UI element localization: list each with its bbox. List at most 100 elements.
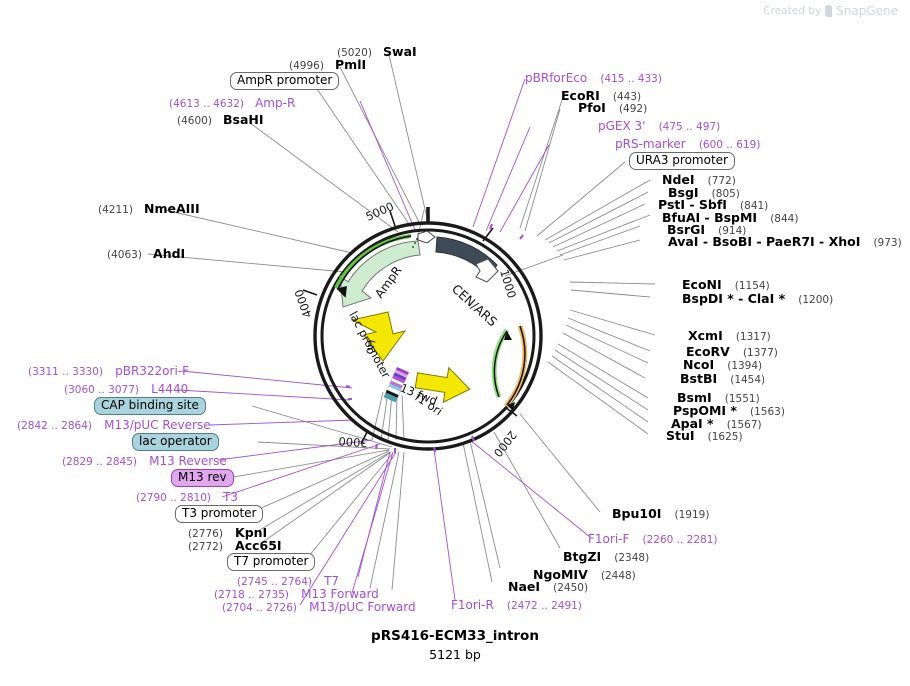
label-psti-sbfi-name: PstI - SbfI bbox=[658, 197, 727, 212]
label-ecori-name: EcoRI bbox=[561, 88, 600, 103]
label-econi[interactable]: EcoNI (1154) bbox=[682, 276, 770, 292]
label-pbrforeco[interactable]: pBRforEco (415 .. 433) bbox=[525, 69, 662, 85]
label-pfoi[interactable]: PfoI (492) bbox=[578, 99, 647, 115]
label-bspdi-clai[interactable]: BspDI * - ClaI * (1200) bbox=[682, 290, 833, 306]
label-bpu10i-position: (1919) bbox=[674, 509, 710, 521]
label-avai-bsobi-paer7i-xhoi[interactable]: AvaI - BsoBI - PaeR7I - XhoI (973) bbox=[668, 233, 902, 249]
label-l4440-position: (3060 .. 3077) bbox=[64, 384, 139, 396]
label-f1ori-f[interactable]: F1ori-F (2260 .. 2281) bbox=[588, 530, 717, 546]
label-bsmi[interactable]: BsmI (1551) bbox=[677, 389, 760, 405]
label-t7[interactable]: (2745 .. 2764) T7 bbox=[237, 572, 339, 588]
label-ampr-promoter-box[interactable]: AmpR promoter bbox=[230, 72, 340, 90]
label-swai[interactable]: (5020) SwaI bbox=[337, 43, 417, 59]
label-prs-marker[interactable]: pRS-marker (600 .. 619) bbox=[615, 135, 760, 151]
label-pbr322ori-f-position: (3311 .. 3330) bbox=[28, 366, 103, 378]
label-econi-name: EcoNI bbox=[682, 277, 722, 292]
label-bsahi[interactable]: (4600) BsaHI bbox=[177, 111, 264, 127]
label-bpu10i[interactable]: Bpu10I (1919) bbox=[612, 505, 709, 521]
label-m13-puc-reverse[interactable]: (2842 .. 2864) M13/pUC Reverse bbox=[17, 416, 211, 432]
label-nmeaiii-position: (4211) bbox=[98, 204, 133, 216]
label-bsgi-name: BsgI bbox=[668, 185, 699, 200]
label-ncoi-position: (1394) bbox=[727, 360, 763, 372]
label-kpni-name: KpnI bbox=[235, 525, 268, 540]
label-t3-promoter-box[interactable]: T3 promoter bbox=[175, 505, 264, 523]
label-ecori-position: (443) bbox=[612, 91, 642, 103]
label-apai[interactable]: ApaI * (1567) bbox=[671, 415, 762, 431]
ruler-tick-3000: 3000 bbox=[338, 434, 368, 450]
label-lac-operator-box[interactable]: lac operator bbox=[132, 433, 219, 451]
label-ncoi-name: NcoI bbox=[683, 357, 715, 372]
label-amp-r-position: (4613 .. 4632) bbox=[169, 98, 244, 110]
feature-mcs-bar[interactable] bbox=[383, 366, 409, 403]
leader-lines-enzymes bbox=[147, 54, 656, 591]
feature-ori[interactable] bbox=[350, 311, 407, 362]
feature-ampr[interactable] bbox=[339, 240, 421, 308]
brand-credit: Created by SnapGene bbox=[763, 4, 898, 18]
label-prs-marker-position: (600 .. 619) bbox=[698, 139, 761, 151]
label-ecori[interactable]: EcoRI (443) bbox=[561, 87, 641, 103]
label-t7-promoter-box[interactable]: T7 promoter bbox=[227, 553, 316, 571]
plasmid-title-block: pRS416-ECM33_intron 5121 bp bbox=[0, 628, 910, 662]
label-m13-puc-forward-name: M13/pUC Forward bbox=[309, 600, 416, 614]
label-xcmi-position: (1317) bbox=[735, 331, 771, 343]
label-nmeaiii-name: NmeAIII bbox=[144, 201, 200, 216]
plasmid-name: pRS416-ECM33_intron bbox=[371, 628, 539, 644]
label-ura3-promoter-box[interactable]: URA3 promoter bbox=[629, 152, 735, 170]
label-amp-r[interactable]: (4613 .. 4632) Amp-R bbox=[169, 94, 295, 110]
label-xcmi[interactable]: XcmI (1317) bbox=[688, 327, 771, 343]
label-f1ori-r[interactable]: F1ori-R (2472 .. 2491) bbox=[451, 596, 582, 612]
label-t7-position: (2745 .. 2764) bbox=[237, 576, 312, 588]
label-pgex-3prime-name: pGEX 3' bbox=[598, 119, 646, 133]
feature-label-cen-ars: CEN/ARS bbox=[449, 281, 500, 329]
label-ncoi[interactable]: NcoI (1394) bbox=[683, 356, 762, 372]
label-ngomiv-position: (2448) bbox=[600, 570, 636, 582]
label-stui-position: (1625) bbox=[707, 431, 743, 443]
label-t7-name: T7 bbox=[324, 574, 340, 588]
label-naei[interactable]: NaeI (2450) bbox=[508, 578, 588, 594]
brand-prefix: Created by bbox=[763, 5, 822, 17]
label-ecorv[interactable]: EcoRV (1377) bbox=[686, 343, 778, 359]
feature-ampr-promoter[interactable] bbox=[412, 230, 436, 248]
label-l4440[interactable]: (3060 .. 3077) L4440 bbox=[64, 380, 188, 396]
label-btgzi[interactable]: BtgZI (2348) bbox=[563, 548, 649, 564]
label-m13-rev-box[interactable]: M13 rev bbox=[171, 469, 234, 487]
label-ahdi-name: AhdI bbox=[153, 246, 186, 261]
brand-name: SnapGene bbox=[836, 4, 898, 18]
label-bsrgi[interactable]: BsrGI (914) bbox=[667, 221, 746, 237]
label-bstbi-position: (1454) bbox=[730, 374, 766, 386]
label-pbr322ori-f[interactable]: (3311 .. 3330) pBR322ori-F bbox=[28, 362, 189, 378]
label-f1ori-f-name: F1ori-F bbox=[588, 532, 630, 546]
label-btgzi-position: (2348) bbox=[614, 552, 650, 564]
label-bsgi[interactable]: BsgI (805) bbox=[668, 184, 740, 200]
label-bstbi[interactable]: BstBI (1454) bbox=[680, 370, 765, 386]
snapgene-logo-icon bbox=[825, 5, 833, 17]
label-ecorv-position: (1377) bbox=[742, 347, 778, 359]
label-pspomi[interactable]: PspOMI * (1563) bbox=[673, 402, 785, 418]
feature-ampr-gene-outline bbox=[336, 235, 412, 298]
label-m13-forward[interactable]: (2718 .. 2735) M13 Forward bbox=[214, 585, 379, 601]
label-acc65i[interactable]: (2772) Acc65I bbox=[188, 537, 282, 553]
label-ahdi-position: (4063) bbox=[107, 249, 142, 261]
label-ngomiv[interactable]: NgoMIV (2448) bbox=[533, 566, 636, 582]
label-pmli[interactable]: (4996) PmlI bbox=[289, 56, 366, 72]
label-ahdi[interactable]: (4063) AhdI bbox=[107, 245, 185, 261]
label-l4440-name: L4440 bbox=[151, 382, 189, 396]
label-cap-binding-site-box[interactable]: CAP binding site bbox=[94, 397, 206, 415]
label-ndei[interactable]: NdeI (772) bbox=[662, 171, 736, 187]
feature-ura3-promoter-arrow[interactable] bbox=[475, 258, 499, 283]
label-ngomiv-name: NgoMIV bbox=[533, 567, 588, 582]
label-m13-reverse[interactable]: (2829 .. 2845) M13 Reverse bbox=[62, 452, 227, 468]
label-stui[interactable]: StuI (1625) bbox=[666, 427, 743, 443]
label-m13-puc-forward[interactable]: (2704 .. 2726) M13/pUC Forward bbox=[222, 598, 416, 614]
label-prs-marker-name: pRS-marker bbox=[615, 137, 686, 151]
label-psti-sbfi[interactable]: PstI - SbfI (841) bbox=[658, 196, 768, 212]
label-bfuai-bspmi[interactable]: BfuAI - BspMI (844) bbox=[662, 209, 798, 225]
label-t3[interactable]: (2790 .. 2810) T3 bbox=[136, 488, 238, 504]
label-nmeaiii[interactable]: (4211) NmeAIII bbox=[98, 200, 200, 216]
feature-f1-ori[interactable] bbox=[414, 363, 473, 406]
label-bstbi-name: BstBI bbox=[680, 371, 718, 386]
label-pgex-3prime[interactable]: pGEX 3' (475 .. 497) bbox=[598, 117, 720, 133]
label-kpni[interactable]: (2776) KpnI bbox=[188, 524, 267, 540]
